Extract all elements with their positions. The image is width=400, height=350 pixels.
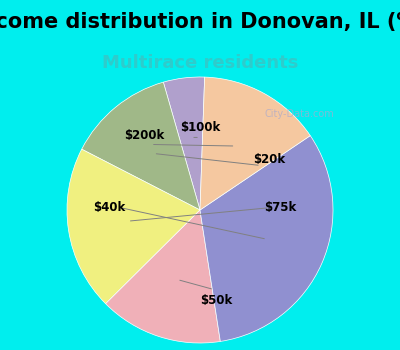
Text: Income distribution in Donovan, IL (%): Income distribution in Donovan, IL (%)	[0, 12, 400, 32]
Wedge shape	[200, 136, 333, 342]
Wedge shape	[200, 77, 310, 210]
Text: Multirace residents: Multirace residents	[102, 54, 298, 72]
Text: $20k: $20k	[253, 153, 285, 166]
Wedge shape	[82, 82, 200, 210]
Text: $75k: $75k	[264, 201, 296, 214]
Text: City-Data.com: City-Data.com	[264, 109, 334, 119]
Wedge shape	[106, 210, 220, 343]
Wedge shape	[163, 77, 205, 210]
Text: $100k: $100k	[180, 121, 220, 134]
Text: $200k: $200k	[124, 129, 164, 142]
Text: $50k: $50k	[200, 294, 232, 307]
Text: $40k: $40k	[94, 201, 126, 214]
Wedge shape	[67, 149, 200, 304]
